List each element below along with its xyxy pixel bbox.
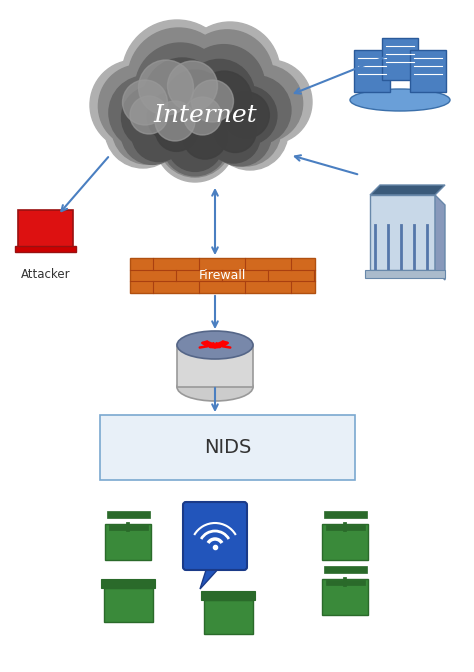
FancyBboxPatch shape xyxy=(322,579,368,615)
Circle shape xyxy=(209,103,271,166)
Ellipse shape xyxy=(350,89,450,111)
FancyBboxPatch shape xyxy=(204,600,253,634)
Circle shape xyxy=(165,70,225,130)
Circle shape xyxy=(90,60,180,150)
Circle shape xyxy=(155,102,235,182)
FancyBboxPatch shape xyxy=(105,524,151,560)
FancyBboxPatch shape xyxy=(324,511,367,518)
Circle shape xyxy=(212,94,288,170)
Ellipse shape xyxy=(177,373,253,401)
Circle shape xyxy=(122,20,232,130)
Circle shape xyxy=(109,76,182,150)
Circle shape xyxy=(155,101,195,141)
FancyBboxPatch shape xyxy=(322,524,368,560)
FancyBboxPatch shape xyxy=(18,210,73,248)
Circle shape xyxy=(218,86,277,144)
FancyBboxPatch shape xyxy=(201,591,255,600)
FancyBboxPatch shape xyxy=(382,38,418,80)
FancyBboxPatch shape xyxy=(326,525,365,530)
FancyBboxPatch shape xyxy=(183,502,247,570)
Circle shape xyxy=(135,43,225,133)
Circle shape xyxy=(183,97,221,135)
Circle shape xyxy=(155,110,197,151)
Circle shape xyxy=(197,71,252,126)
Circle shape xyxy=(191,80,234,122)
Circle shape xyxy=(214,111,256,153)
Circle shape xyxy=(228,60,312,144)
Circle shape xyxy=(207,110,260,163)
Circle shape xyxy=(147,92,197,142)
Polygon shape xyxy=(370,185,445,195)
Circle shape xyxy=(99,65,181,148)
FancyBboxPatch shape xyxy=(324,566,367,573)
Text: Firewall: Firewall xyxy=(199,269,246,282)
Circle shape xyxy=(222,76,291,144)
Circle shape xyxy=(167,116,223,171)
FancyBboxPatch shape xyxy=(109,525,148,530)
Circle shape xyxy=(132,108,185,161)
FancyBboxPatch shape xyxy=(100,415,355,480)
FancyBboxPatch shape xyxy=(104,588,153,622)
Circle shape xyxy=(130,96,168,134)
Circle shape xyxy=(184,59,255,130)
Circle shape xyxy=(121,86,184,149)
Circle shape xyxy=(122,80,167,125)
Ellipse shape xyxy=(177,331,253,359)
Circle shape xyxy=(112,94,182,164)
FancyBboxPatch shape xyxy=(410,50,446,92)
Text: Attacker: Attacker xyxy=(21,269,71,282)
Polygon shape xyxy=(370,195,435,270)
Circle shape xyxy=(138,60,193,115)
FancyBboxPatch shape xyxy=(354,50,390,92)
Circle shape xyxy=(223,92,269,138)
FancyBboxPatch shape xyxy=(101,579,155,588)
Circle shape xyxy=(105,92,181,168)
Polygon shape xyxy=(435,195,445,280)
Polygon shape xyxy=(130,258,315,293)
Text: NIDS: NIDS xyxy=(204,438,251,457)
Circle shape xyxy=(183,115,227,159)
FancyBboxPatch shape xyxy=(326,580,365,585)
Circle shape xyxy=(158,103,232,177)
Circle shape xyxy=(225,65,302,142)
Circle shape xyxy=(210,96,281,166)
Circle shape xyxy=(181,30,273,122)
FancyBboxPatch shape xyxy=(15,246,76,252)
Polygon shape xyxy=(177,345,253,387)
Circle shape xyxy=(167,61,218,111)
Text: Internet: Internet xyxy=(153,103,257,126)
FancyBboxPatch shape xyxy=(365,270,445,278)
FancyBboxPatch shape xyxy=(107,511,150,518)
Polygon shape xyxy=(200,567,220,589)
Circle shape xyxy=(144,58,221,135)
Circle shape xyxy=(121,102,183,165)
Circle shape xyxy=(162,110,228,176)
Circle shape xyxy=(180,22,280,122)
Circle shape xyxy=(128,28,229,129)
Circle shape xyxy=(182,44,264,126)
